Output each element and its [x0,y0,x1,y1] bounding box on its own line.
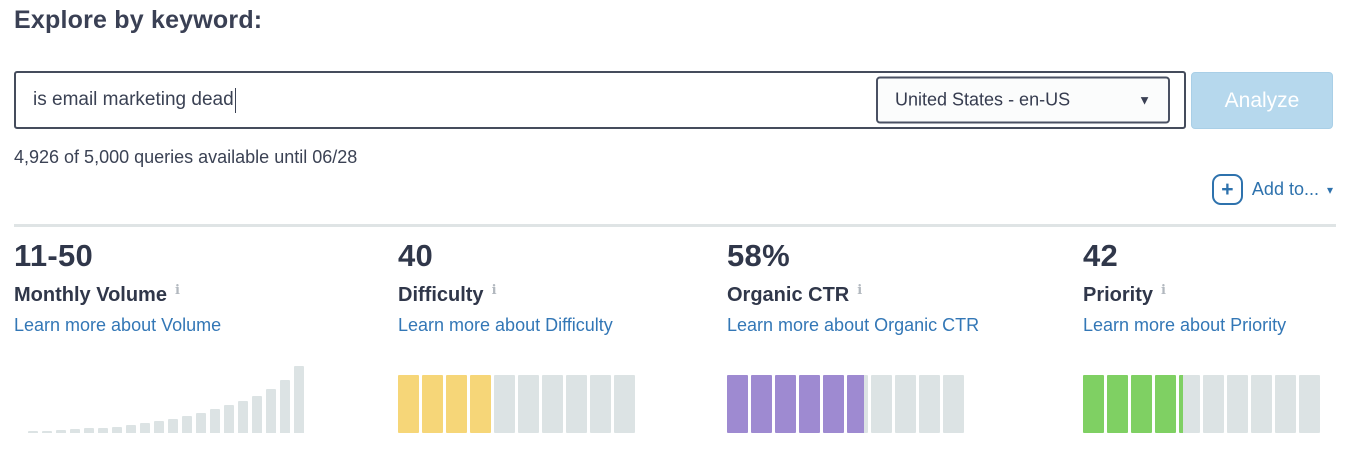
difficulty-gauge-chart [398,365,708,433]
page-title: Explore by keyword: [14,6,263,34]
distribution-bar [224,405,234,433]
keyword-input-value: is email marketing dead [33,89,234,110]
gauge-segment [1275,375,1296,433]
distribution-bar [168,419,178,433]
learn-more-link[interactable]: Learn more about Difficulty [398,315,613,335]
metric-value: 40 [398,238,434,273]
metric-card-organic-ctr: 58% Organic CTR i Learn more about Organi… [727,238,1057,433]
metric-card-difficulty: 40 Difficulty i Learn more about Difficul… [398,238,708,433]
gauge-segment [590,375,611,433]
gauge-segment [895,375,916,433]
metric-label: Organic CTR [727,284,850,306]
gauge-segment [542,375,563,433]
gauge-segment [398,375,419,433]
gauge-segment [1203,375,1224,433]
learn-more-link[interactable]: Learn more about Priority [1083,315,1287,335]
metric-value: 11-50 [14,238,94,273]
organic-ctr-gauge-chart [727,365,1057,433]
section-divider [14,224,1336,227]
gauge-segment [1131,375,1152,433]
metric-label: Monthly Volume [14,284,167,306]
distribution-bar [210,409,220,433]
gauge-segment [1227,375,1248,433]
query-quota-text: 4,926 of 5,000 queries available until 0… [14,147,358,167]
distribution-bar [238,401,248,433]
distribution-bar [140,423,150,433]
gauge-segment [1107,375,1128,433]
gauge-segment [446,375,467,433]
metric-card-priority: 42 Priority i Learn more about Priority [1083,238,1338,433]
distribution-bar [182,416,192,433]
gauge-segment [422,375,443,433]
distribution-bar [266,389,276,433]
distribution-bar [70,429,80,433]
locale-dropdown-value: United States - en-US [895,89,1071,110]
metric-label: Priority [1083,284,1154,306]
priority-gauge-chart [1083,365,1338,433]
gauge-segment [799,375,820,433]
gauge-segment [494,375,515,433]
gauge-segment [943,375,964,433]
gauge-segment [470,375,491,433]
text-cursor [234,87,237,113]
distribution-bar [126,425,136,433]
distribution-bar [294,366,304,433]
gauge-segment [1299,375,1320,433]
gauge-segment [1179,375,1200,433]
keyword-search-input[interactable]: is email marketing dead United States - … [14,71,1186,129]
distribution-bar [84,428,94,433]
learn-more-link[interactable]: Learn more about Volume [14,315,222,335]
add-to-label: Add to... [1251,179,1319,199]
chevron-down-icon: ▾ [1326,182,1333,197]
metric-value: 58% [727,238,790,273]
metric-label: Difficulty [398,284,484,306]
locale-dropdown[interactable]: United States - en-US ▼ [876,76,1170,124]
metric-value: 42 [1083,238,1119,273]
chevron-down-icon: ▼ [1138,92,1151,108]
gauge-segment [823,375,844,433]
volume-distribution-chart [14,365,374,433]
gauge-segment [871,375,892,433]
gauge-segment [775,375,796,433]
learn-more-link[interactable]: Learn more about Organic CTR [727,315,980,335]
gauge-segment [727,375,748,433]
info-icon[interactable]: i [491,283,497,298]
info-icon[interactable]: i [857,283,863,298]
gauge-segment [1155,375,1176,433]
distribution-bar [98,428,108,433]
add-to-button[interactable]: + Add to... ▾ [1211,174,1333,205]
gauge-segment [751,375,772,433]
analyze-button[interactable]: Analyze [1191,72,1333,129]
metric-card-monthly-volume: 11-50 Monthly Volume i Learn more about V… [14,238,374,433]
gauge-segment [847,375,868,433]
info-icon[interactable]: i [1161,283,1166,298]
gauge-segment [518,375,539,433]
distribution-bar [112,427,122,433]
distribution-bar [280,380,290,433]
gauge-segment [1083,375,1104,433]
distribution-bar [252,396,262,433]
gauge-segment [566,375,587,433]
distribution-bar [154,421,164,433]
distribution-bar [28,431,38,433]
plus-icon[interactable]: + [1211,174,1243,205]
gauge-segment [614,375,635,433]
distribution-bar [196,413,206,433]
info-icon[interactable]: i [174,283,180,298]
gauge-segment [1251,375,1272,433]
distribution-bar [56,430,66,433]
distribution-bar [42,431,52,433]
gauge-segment [919,375,940,433]
